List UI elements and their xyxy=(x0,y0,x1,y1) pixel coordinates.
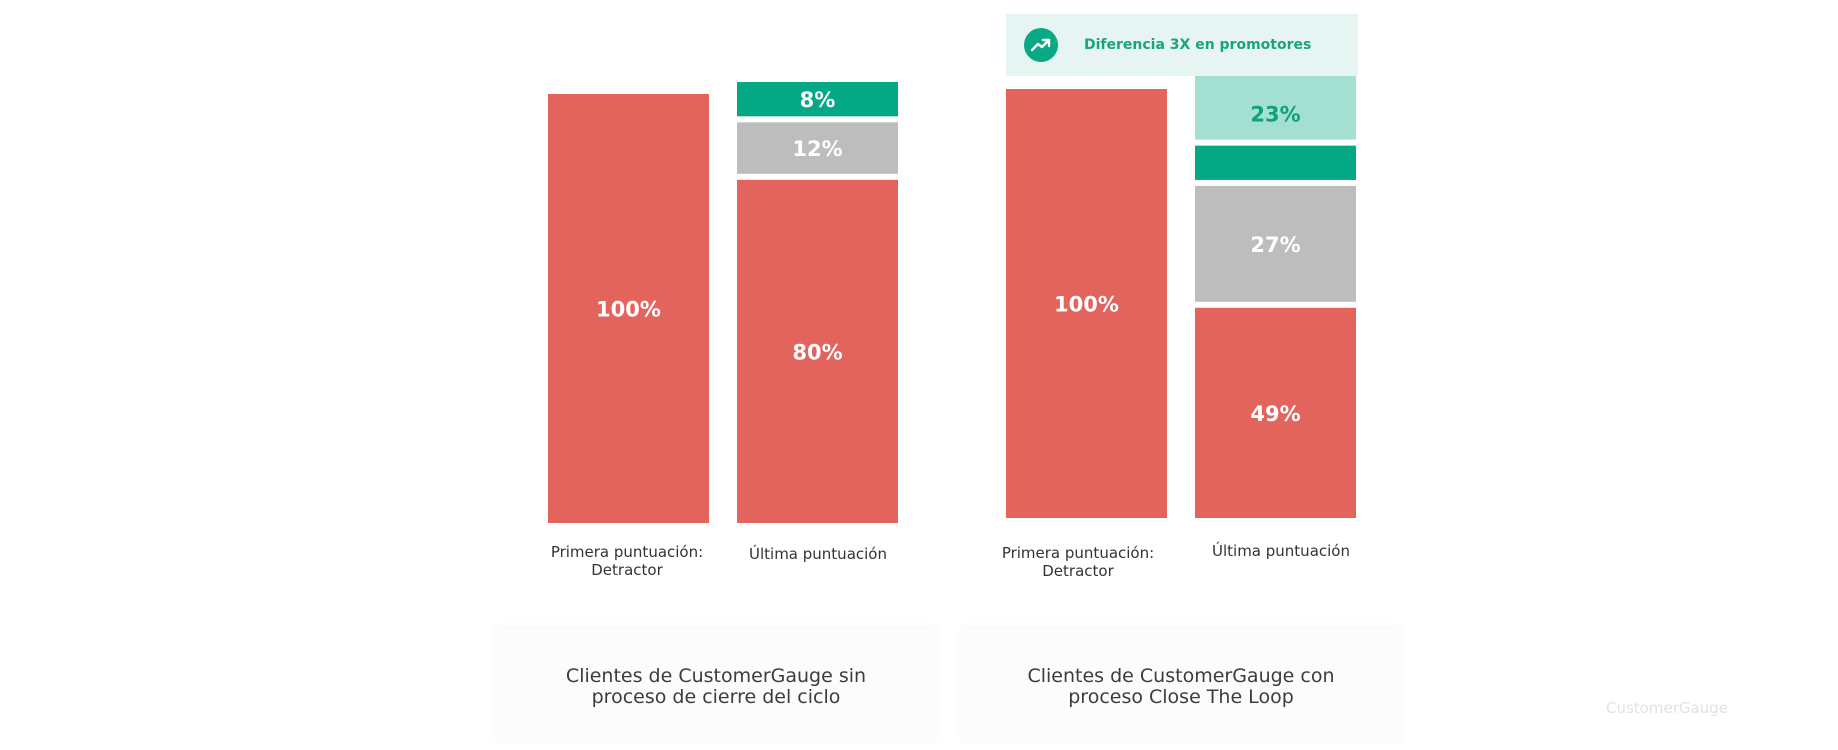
bar-data-label: 49% xyxy=(1250,402,1300,426)
right-caption-text: Clientes de CustomerGauge con proceso Cl… xyxy=(1021,666,1341,708)
bar-data-label: 8% xyxy=(800,88,836,112)
right-category-last: Última puntuación xyxy=(1181,542,1381,560)
category-label-line: Detractor xyxy=(527,561,727,579)
category-label-line: Primera puntuación: xyxy=(527,543,727,561)
right-chart-caption: Clientes de CustomerGauge con proceso Cl… xyxy=(961,630,1401,744)
right-category-first: Primera puntuación: Detractor xyxy=(978,544,1178,580)
bar-data-label: 12% xyxy=(792,137,842,161)
bar-segment xyxy=(1195,146,1356,180)
bar-data-label: 100% xyxy=(596,298,661,322)
trending-up-icon xyxy=(1024,28,1058,62)
left-category-last: Última puntuación xyxy=(718,545,918,563)
bar-data-label: 23% xyxy=(1250,102,1300,126)
left-chart-caption: Clientes de CustomerGauge sin proceso de… xyxy=(496,630,936,744)
category-label-line: Primera puntuación: xyxy=(978,544,1178,562)
left-caption-text: Clientes de CustomerGauge sin proceso de… xyxy=(556,666,876,708)
customergauge-watermark: CustomerGauge xyxy=(1606,699,1728,717)
category-label-line: Última puntuación xyxy=(718,545,918,563)
left-category-first: Primera puntuación: Detractor xyxy=(527,543,727,579)
bar-data-label: 27% xyxy=(1250,233,1300,257)
callout-text: Diferencia 3X en promotores xyxy=(1084,37,1311,53)
bar-data-label: 80% xyxy=(792,340,842,364)
promoter-callout: Diferencia 3X en promotores xyxy=(1006,14,1358,76)
bar-data-label: 100% xyxy=(1054,293,1119,317)
category-label-line: Detractor xyxy=(978,562,1178,580)
category-label-line: Última puntuación xyxy=(1181,542,1381,560)
